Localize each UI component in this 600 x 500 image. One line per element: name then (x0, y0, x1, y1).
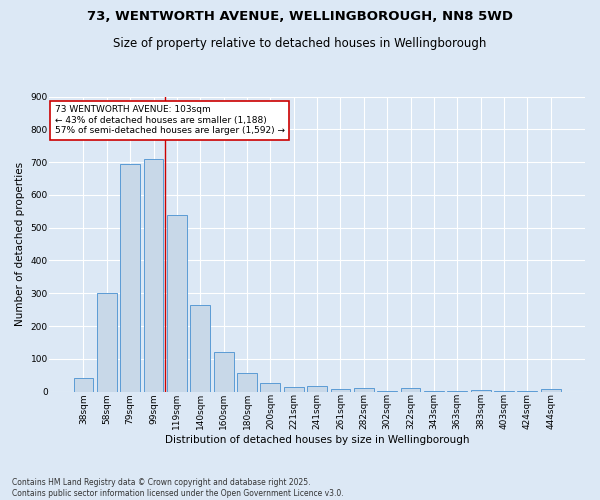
Bar (354, 388, 374, 392)
Bar (331, 390, 350, 392)
Text: 73, WENTWORTH AVENUE, WELLINGBOROUGH, NN8 5WD: 73, WENTWORTH AVENUE, WELLINGBOROUGH, NN… (87, 10, 513, 23)
Text: Contains HM Land Registry data © Crown copyright and database right 2025.
Contai: Contains HM Land Registry data © Crown c… (12, 478, 344, 498)
Y-axis label: Number of detached properties: Number of detached properties (15, 162, 25, 326)
Bar (237, 373, 257, 392)
Text: 73 WENTWORTH AVENUE: 103sqm
← 43% of detached houses are smaller (1,188)
57% of : 73 WENTWORTH AVENUE: 103sqm ← 43% of det… (55, 106, 284, 135)
Bar (74, 378, 94, 392)
Text: Size of property relative to detached houses in Wellingborough: Size of property relative to detached ho… (113, 38, 487, 51)
X-axis label: Distribution of detached houses by size in Wellingborough: Distribution of detached houses by size … (165, 435, 469, 445)
Bar (448, 391, 467, 392)
Bar (377, 391, 397, 392)
Bar (517, 391, 537, 392)
Bar (401, 388, 421, 392)
Bar (471, 390, 491, 392)
Bar (424, 391, 444, 392)
Bar (97, 294, 117, 392)
Bar (307, 386, 327, 392)
Bar (190, 305, 210, 392)
Bar (167, 214, 187, 392)
Bar (284, 387, 304, 392)
Bar (214, 352, 233, 392)
Bar (260, 384, 280, 392)
Bar (143, 159, 163, 392)
Bar (541, 390, 560, 392)
Bar (120, 164, 140, 392)
